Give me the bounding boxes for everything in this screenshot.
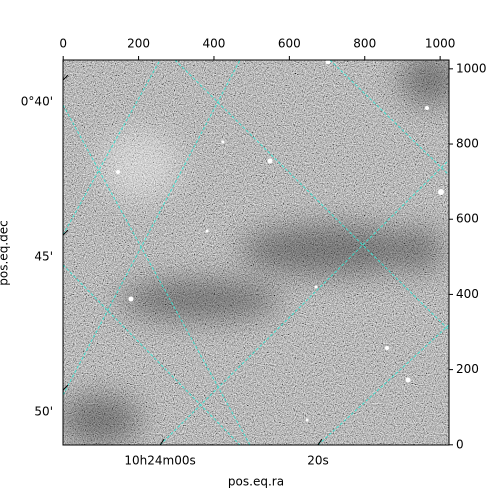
dec-tick-label: 50' bbox=[34, 405, 53, 419]
x-tick-label: 200 bbox=[127, 37, 150, 51]
ra-tick bbox=[159, 438, 165, 446]
x-axis-label: pos.eq.ra bbox=[228, 475, 284, 489]
y-tick-label: 800 bbox=[456, 137, 479, 151]
y-tick-label: 600 bbox=[456, 212, 479, 226]
y-tick-label: 0 bbox=[456, 437, 464, 451]
y-tick-label: 400 bbox=[456, 287, 479, 301]
dec-tick-label: 0°40' bbox=[21, 95, 53, 109]
ra-tick bbox=[317, 438, 323, 446]
world-grid bbox=[63, 60, 449, 445]
x-tick-label: 0 bbox=[59, 37, 67, 51]
dec-tick bbox=[62, 229, 69, 236]
ra-tick-label: 10h24m00s bbox=[124, 454, 195, 468]
x-tick-label: 600 bbox=[278, 37, 301, 51]
x-tick-label: 1000 bbox=[425, 37, 456, 51]
x-tick-label: 400 bbox=[203, 37, 226, 51]
ra-tick-label: 20s bbox=[307, 454, 329, 468]
x-tick-label: 800 bbox=[353, 37, 376, 51]
dec-tick bbox=[62, 384, 69, 391]
y-tick-label: 1000 bbox=[456, 61, 487, 75]
y-tick-label: 200 bbox=[456, 362, 479, 376]
y-axis-label: pos.eq.dec bbox=[0, 220, 11, 285]
dec-tick-label: 45' bbox=[34, 250, 53, 264]
plot-frame bbox=[62, 59, 450, 446]
sky-image bbox=[63, 60, 449, 445]
dec-tick bbox=[62, 74, 69, 81]
